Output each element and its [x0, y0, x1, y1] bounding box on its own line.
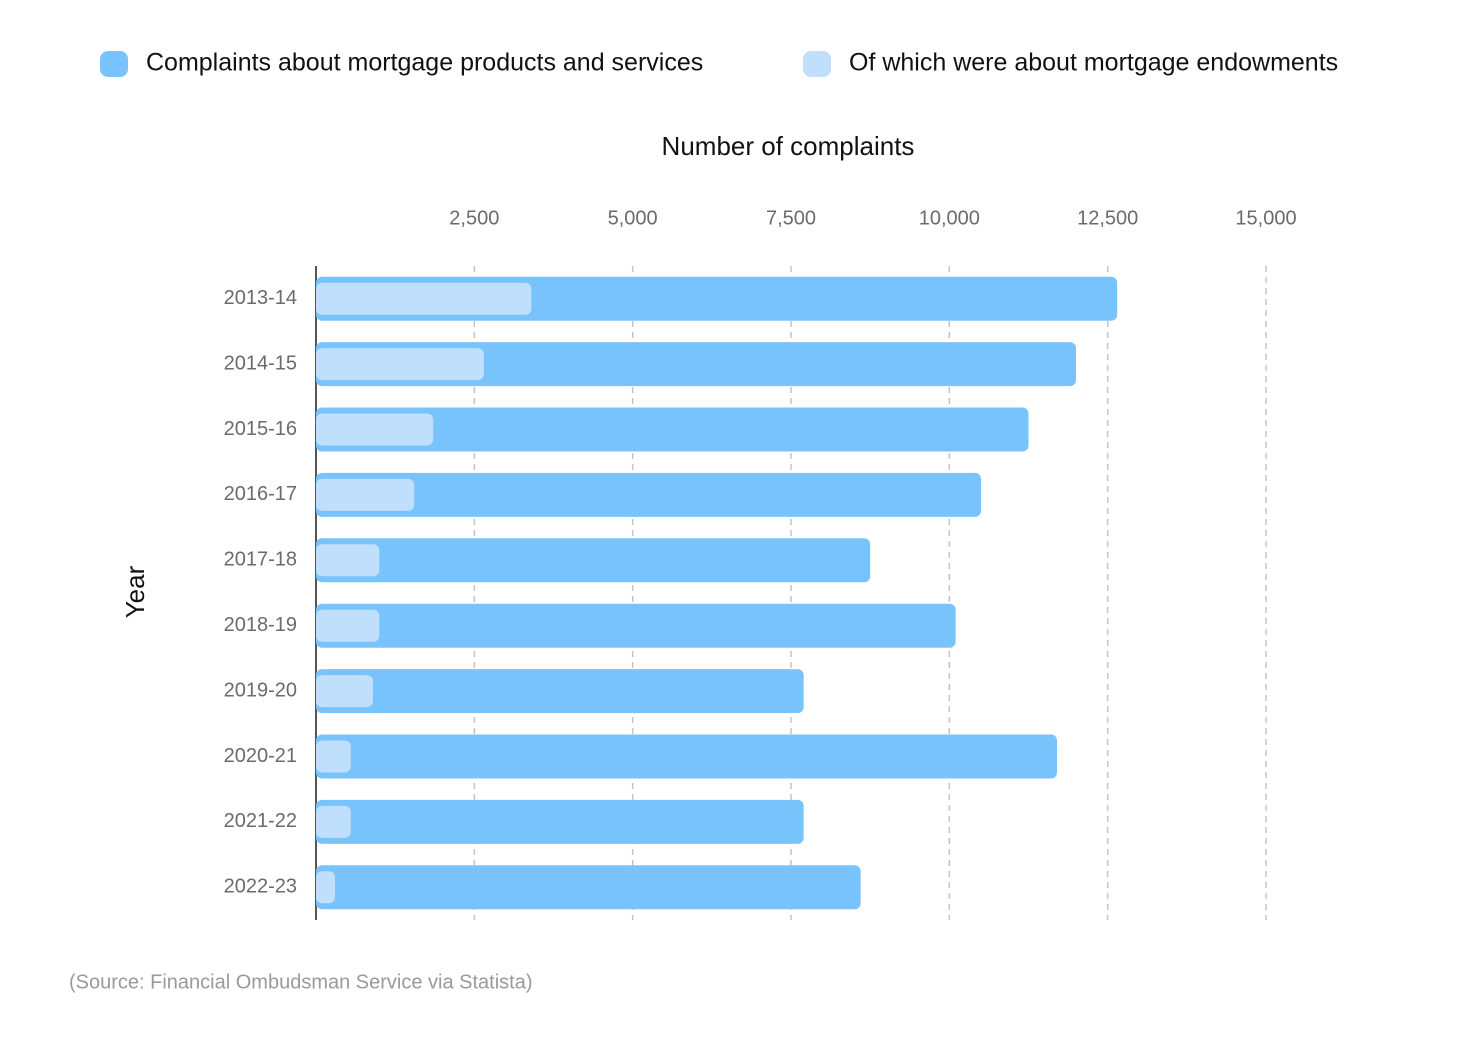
y-tick-label: 2015-16: [224, 418, 297, 440]
bar: [316, 609, 380, 642]
bar: [316, 734, 1057, 779]
bar: [316, 282, 532, 315]
y-tick-label: 2014-15: [224, 352, 297, 374]
bar: [316, 675, 373, 708]
bar: [316, 805, 351, 838]
y-tick-label: 2018-19: [224, 614, 297, 636]
bar: [316, 544, 380, 577]
bar: [316, 669, 804, 714]
bar: [316, 538, 871, 583]
source: (Source: Financial Ombudsman Service via…: [69, 971, 533, 993]
y-tick-label: 2013-14: [224, 287, 297, 309]
x-tick-label: 15,000: [1235, 207, 1296, 229]
y-tick-label: 2017-18: [224, 549, 297, 571]
bar: [316, 603, 956, 648]
bar: [316, 348, 484, 381]
x-tick-label: 12,500: [1077, 207, 1138, 229]
legend-label: Complaints about mortgage products and s…: [146, 49, 703, 77]
bar: [316, 799, 804, 844]
x-tick-label: 5,000: [608, 207, 658, 229]
x-tick-label: 10,000: [919, 207, 980, 229]
bar: [316, 871, 335, 904]
legend-swatch: [100, 51, 128, 77]
x-axis-title: Number of complaints: [662, 131, 915, 161]
x-tick-label: 7,500: [766, 207, 816, 229]
bar: [316, 407, 1029, 452]
legend-label: Of which were about mortgage endowments: [849, 49, 1338, 77]
y-tick-label: 2020-21: [224, 745, 297, 767]
bar: [316, 413, 434, 446]
y-tick-label: 2021-22: [224, 810, 297, 832]
y-axis-title: Year: [120, 565, 150, 618]
y-tick-label: 2019-20: [224, 679, 297, 701]
bar: [316, 865, 861, 910]
bar: [316, 740, 351, 773]
bar: [316, 472, 981, 517]
y-tick-label: 2016-17: [224, 483, 297, 505]
bar: [316, 478, 415, 511]
y-tick-label: 2022-23: [224, 876, 297, 898]
bar: [316, 342, 1076, 387]
x-tick-label: 2,500: [449, 207, 499, 229]
legend-swatch: [803, 51, 831, 77]
